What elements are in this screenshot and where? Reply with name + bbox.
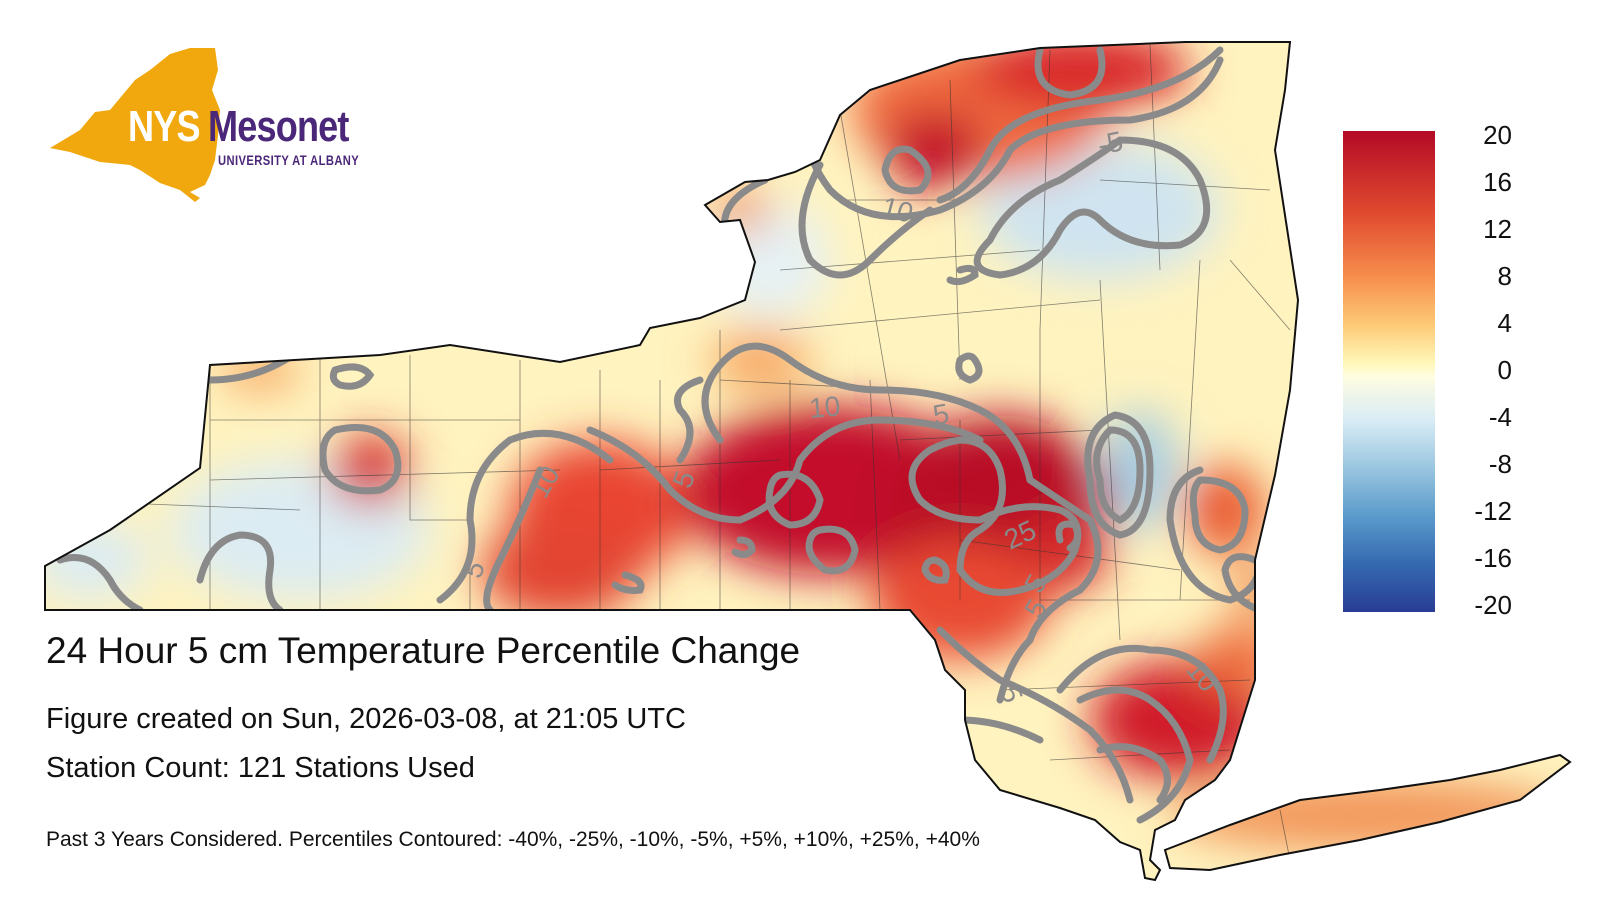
nys-mesonet-logo: NYS Mesonet UNIVERSITY AT ALBANY: [40, 40, 400, 220]
logo-subtitle: UNIVERSITY AT ALBANY: [218, 152, 360, 168]
colorbar-tick-label: 4: [1497, 308, 1512, 338]
colorbar: [1343, 131, 1435, 612]
colorbar-tick-label: -12: [1474, 496, 1512, 526]
colorbar-tick-label: 12: [1483, 214, 1512, 244]
colorbar-tick-label: -16: [1474, 543, 1512, 573]
colorbar-tick-label: 8: [1497, 261, 1512, 291]
contour-label: 10: [808, 390, 842, 424]
created-timestamp: Figure created on Sun, 2026-03-08, at 21…: [46, 703, 686, 735]
colorbar-tick-label: -8: [1488, 449, 1512, 479]
colorbar-tick-label: 0: [1497, 355, 1512, 385]
county-lines: [45, 44, 1291, 861]
logo-nys-text: NYS: [128, 102, 201, 151]
colorbar-tick-label: -4: [1488, 402, 1512, 432]
contour-label: 5: [931, 398, 952, 431]
colorbar-tick-label: 16: [1483, 167, 1512, 197]
footnote: Past 3 Years Considered. Percentiles Con…: [46, 828, 980, 851]
colorbar-tick-label: -20: [1474, 590, 1512, 620]
contour-lines: [56, 46, 1264, 824]
colorbar-tick-label: 20: [1483, 120, 1512, 150]
figure-title: 24 Hour 5 cm Temperature Percentile Chan…: [46, 630, 801, 671]
ny-state-silhouette-icon: [50, 48, 220, 202]
station-count: Station Count: 121 Stations Used: [46, 752, 475, 784]
logo-mesonet-text: Mesonet: [208, 102, 349, 151]
